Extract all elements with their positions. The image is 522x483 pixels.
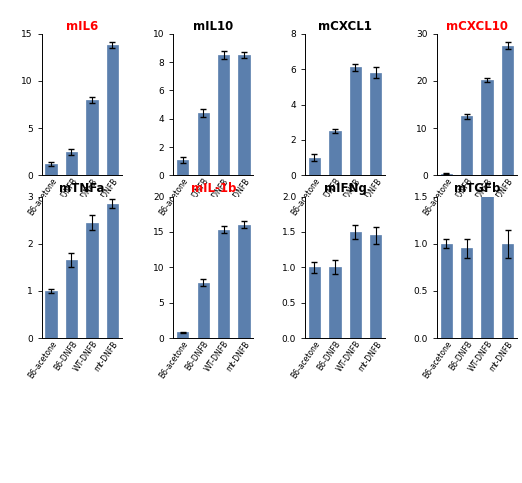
Bar: [218, 230, 229, 338]
Bar: [106, 204, 118, 338]
Title: mTGFb: mTGFb: [454, 183, 500, 196]
Bar: [309, 267, 320, 338]
Bar: [66, 152, 77, 175]
Bar: [441, 244, 452, 338]
Bar: [218, 55, 229, 175]
Bar: [502, 244, 513, 338]
Bar: [481, 80, 493, 175]
Bar: [461, 116, 472, 175]
Bar: [350, 68, 361, 175]
Bar: [370, 73, 382, 175]
Bar: [481, 183, 493, 338]
Bar: [350, 232, 361, 338]
Bar: [441, 174, 452, 175]
Bar: [106, 45, 118, 175]
Bar: [197, 113, 209, 175]
Bar: [461, 248, 472, 338]
Title: mIL6: mIL6: [66, 20, 98, 33]
Title: mIL-1b: mIL-1b: [191, 183, 236, 196]
Bar: [197, 283, 209, 338]
Bar: [177, 332, 188, 338]
Title: mCXCL1: mCXCL1: [318, 20, 372, 33]
Bar: [309, 157, 320, 175]
Bar: [329, 267, 340, 338]
Bar: [177, 160, 188, 175]
Title: mCXCL10: mCXCL10: [446, 20, 508, 33]
Title: mIFNg: mIFNg: [324, 183, 366, 196]
Bar: [239, 55, 250, 175]
Bar: [45, 291, 56, 338]
Bar: [86, 223, 98, 338]
Title: mTNFa: mTNFa: [59, 183, 104, 196]
Bar: [86, 100, 98, 175]
Bar: [502, 45, 513, 175]
Bar: [329, 131, 340, 175]
Title: mIL10: mIL10: [193, 20, 233, 33]
Bar: [66, 260, 77, 338]
Bar: [239, 225, 250, 338]
Bar: [45, 164, 56, 175]
Bar: [370, 236, 382, 338]
